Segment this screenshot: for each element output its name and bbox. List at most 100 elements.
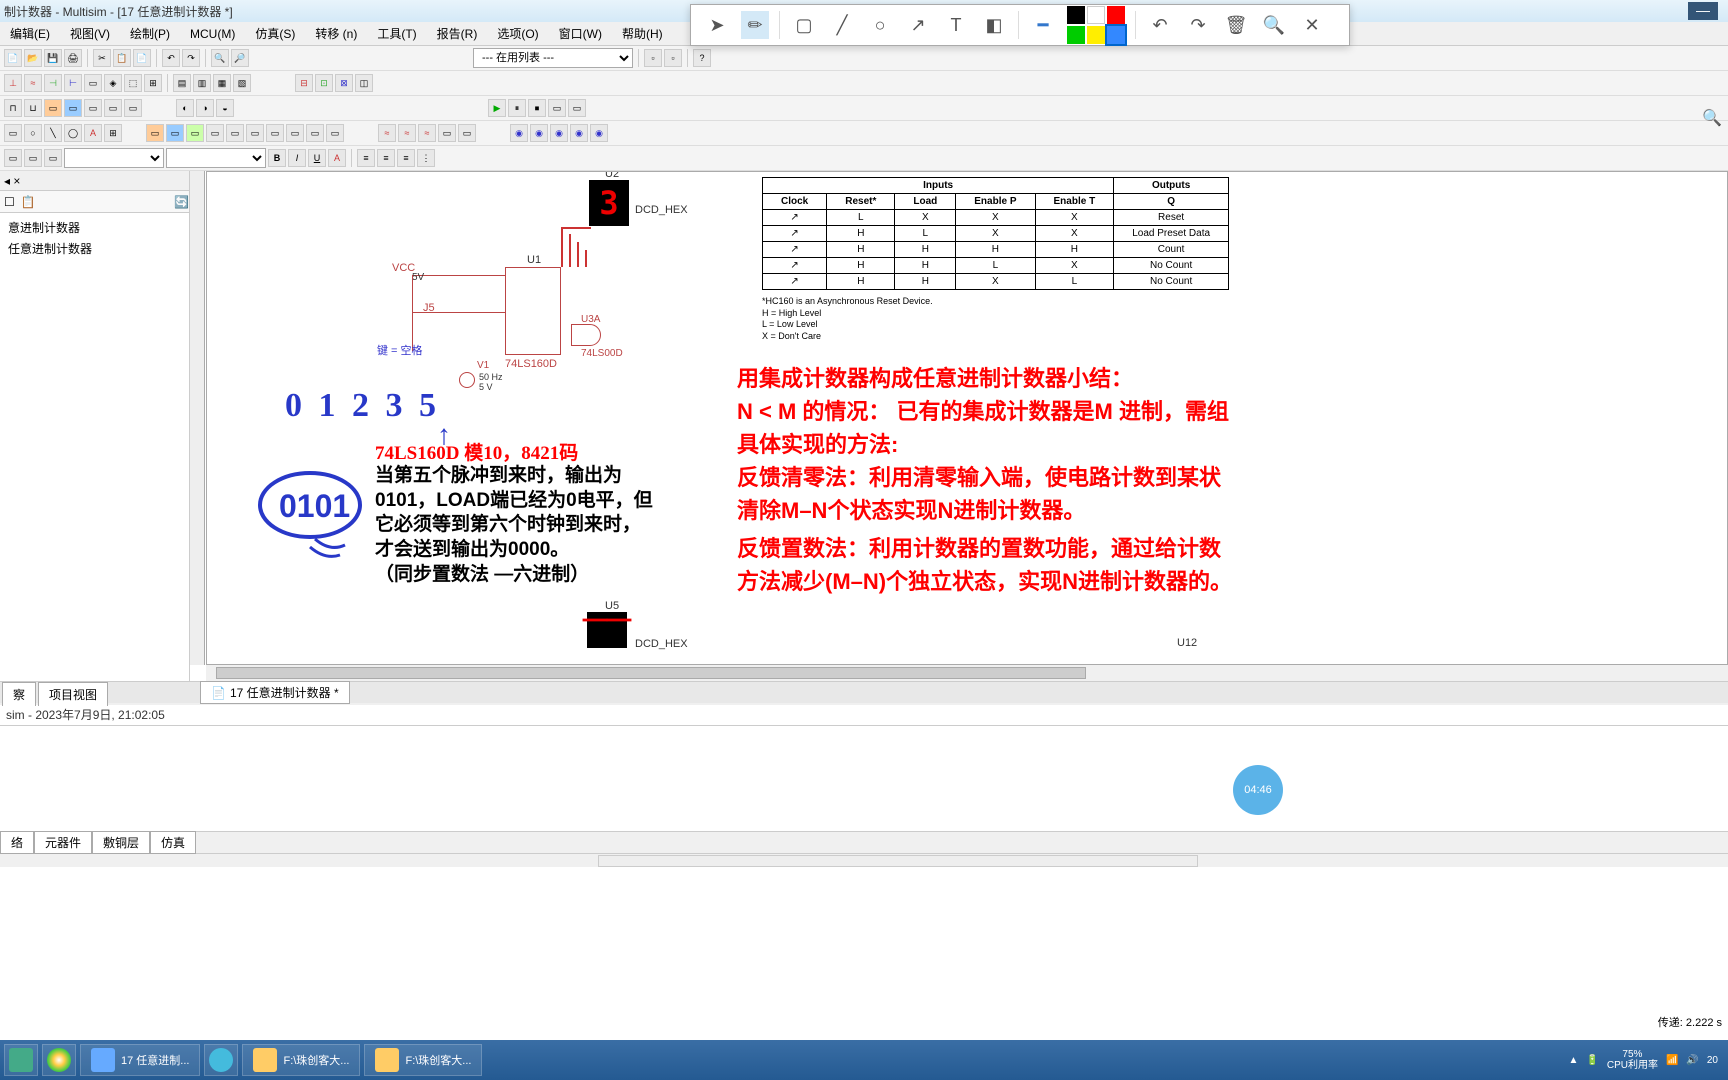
menu-edit[interactable]: 编辑(E) (4, 23, 56, 44)
taskbar-folder-2[interactable]: F:\珠创客大... (364, 1044, 482, 1076)
sidebar-refresh-icon[interactable]: 🔄 (174, 195, 189, 209)
comp-13[interactable]: ⊟ (295, 74, 313, 92)
inst-15[interactable]: ▭ (458, 124, 476, 142)
status-tab-sim[interactable]: 仿真 (150, 831, 196, 854)
combo-inuse[interactable]: --- 在用列表 --- (473, 48, 633, 68)
annotation-toolbar[interactable]: ➤ ✏ ▢ ╱ ○ ↗ T ◧ ━ ↶ ↷ 🗑 🔍 ✕ (690, 4, 1350, 46)
tb-help[interactable]: ? (693, 49, 711, 67)
align-l[interactable]: ≡ (357, 149, 375, 167)
ac-source-icon[interactable] (459, 372, 475, 388)
sim-5[interactable]: ▭ (84, 99, 102, 117)
sim-6[interactable]: ▭ (104, 99, 122, 117)
menu-sim[interactable]: 仿真(S) (249, 23, 301, 44)
menu-mcu[interactable]: MCU(M) (184, 25, 241, 43)
font-size-combo[interactable] (166, 148, 266, 168)
comp-3[interactable]: ⊣ (44, 74, 62, 92)
tb-new[interactable]: 📄 (4, 49, 22, 67)
tb-save[interactable]: 💾 (44, 49, 62, 67)
tb-zoom[interactable]: 🔍 (211, 49, 229, 67)
txt-1[interactable]: ▭ (4, 149, 22, 167)
txt-2[interactable]: ▭ (24, 149, 42, 167)
window-minimize-btn[interactable]: — (1688, 2, 1718, 20)
comp-6[interactable]: ◈ (104, 74, 122, 92)
txt-3[interactable]: ▭ (44, 149, 62, 167)
tb-copy[interactable]: 📋 (113, 49, 131, 67)
stop-btn[interactable]: ⏹ (528, 99, 546, 117)
text-tool[interactable]: T (942, 11, 970, 39)
menu-draw[interactable]: 绘制(P) (124, 23, 176, 44)
status-tab-net[interactable]: 络 (0, 831, 34, 854)
inst-11[interactable]: ≈ (378, 124, 396, 142)
seven-seg-display-bot[interactable]: ⎺⎺ (587, 612, 627, 648)
inst-10[interactable]: ▭ (326, 124, 344, 142)
gate-nand[interactable] (571, 324, 601, 346)
sidebar-tool-1[interactable]: ☐ (4, 195, 15, 209)
align-c[interactable]: ≡ (377, 149, 395, 167)
inst-6[interactable]: ▭ (246, 124, 264, 142)
cursor-tool[interactable]: ➤ (703, 11, 731, 39)
align-r[interactable]: ≡ (397, 149, 415, 167)
color-green[interactable] (1067, 26, 1085, 44)
comp-4[interactable]: ⊢ (64, 74, 82, 92)
comp-9[interactable]: ▤ (173, 74, 191, 92)
menu-window[interactable]: 窗口(W) (553, 23, 608, 44)
thickness-tool[interactable]: ━ (1029, 11, 1057, 39)
font-family-combo[interactable] (64, 148, 164, 168)
sim-4[interactable]: ▭ (64, 99, 82, 117)
inst-2[interactable]: ▭ (166, 124, 184, 142)
comp-14[interactable]: ⊡ (315, 74, 333, 92)
redo-tool[interactable]: ↷ (1184, 11, 1212, 39)
tb-print[interactable]: 🖨 (64, 49, 82, 67)
circle-tool[interactable]: ○ (866, 11, 894, 39)
inst-14[interactable]: ▭ (438, 124, 456, 142)
start-button[interactable] (4, 1044, 38, 1076)
sim-ex1[interactable]: ▭ (548, 99, 566, 117)
sim-3[interactable]: ▭ (44, 99, 62, 117)
shape-text[interactable]: A (84, 124, 102, 142)
arrow-tool[interactable]: ↗ (904, 11, 932, 39)
taskbar-folder-1[interactable]: F:\珠创客大... (242, 1044, 360, 1076)
sim-7[interactable]: ▭ (124, 99, 142, 117)
pause-btn[interactable]: ⏸ (508, 99, 526, 117)
tray-time[interactable]: 20 (1707, 1055, 1718, 1066)
tb-zoom2[interactable]: 🔎 (231, 49, 249, 67)
meter-4[interactable]: ◉ (570, 124, 588, 142)
color-btn[interactable]: A (328, 149, 346, 167)
color-blue[interactable] (1107, 26, 1125, 44)
sim-ex2[interactable]: ▭ (568, 99, 586, 117)
undo-tool[interactable]: ↶ (1146, 11, 1174, 39)
chrome-button[interactable] (42, 1044, 76, 1076)
inst-7[interactable]: ▭ (266, 124, 284, 142)
inst-13[interactable]: ≈ (418, 124, 436, 142)
menu-view[interactable]: 视图(V) (64, 23, 116, 44)
pen-tool[interactable]: ✏ (741, 11, 769, 39)
color-yellow[interactable] (1087, 26, 1105, 44)
close-toolbar[interactable]: ✕ (1298, 11, 1326, 39)
italic-btn[interactable]: I (288, 149, 306, 167)
tb-undo[interactable]: ↶ (162, 49, 180, 67)
shape-circle[interactable]: ○ (24, 124, 42, 142)
menu-transfer[interactable]: 转移 (n) (309, 23, 363, 44)
taskbar-app[interactable] (204, 1044, 238, 1076)
sim-10[interactable]: ◒ (216, 99, 234, 117)
inst-1[interactable]: ▭ (146, 124, 164, 142)
schematic-canvas[interactable]: U2 3 DCD_HEX U1 74LS160D VCC 5V (206, 171, 1728, 665)
underline-btn[interactable]: U (308, 149, 326, 167)
inst-4[interactable]: ▭ (206, 124, 224, 142)
color-black[interactable] (1067, 6, 1085, 24)
tb-open[interactable]: 📂 (24, 49, 42, 67)
color-white[interactable] (1087, 6, 1105, 24)
zoom-fit-icon[interactable]: 🔍 (1702, 108, 1722, 128)
tray-vol-icon[interactable]: 🔊 (1686, 1055, 1698, 1066)
tree-item-2[interactable]: 任意进制计数器 (4, 238, 185, 259)
color-red[interactable] (1107, 6, 1125, 24)
tb-misc1[interactable]: ▫ (644, 49, 662, 67)
search-tool[interactable]: 🔍 (1260, 11, 1288, 39)
tray-icon-2[interactable]: 🔋 (1586, 1055, 1598, 1066)
comp-5[interactable]: ▭ (84, 74, 102, 92)
shape-line[interactable]: ╲ (44, 124, 62, 142)
status-tab-comp[interactable]: 元器件 (34, 831, 92, 854)
tb-paste[interactable]: 📄 (133, 49, 151, 67)
tb-cut[interactable]: ✂ (93, 49, 111, 67)
menu-options[interactable]: 选项(O) (491, 23, 544, 44)
